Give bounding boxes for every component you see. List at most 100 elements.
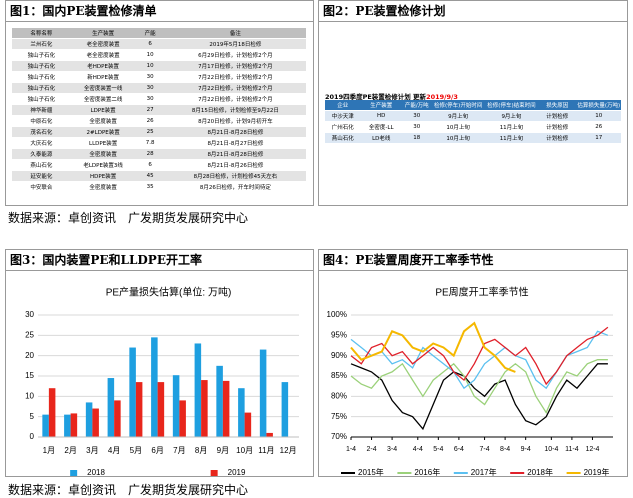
panel-title: 图3：国内装置PE和LLDPE开工率 — [6, 250, 313, 271]
bar — [259, 349, 267, 437]
table-row: 独山子石化 全密度装置二线 30 7月22日检修，计划检修2个月 — [12, 93, 306, 105]
table-cell: 全密度装置 — [70, 115, 136, 127]
line — [350, 330, 609, 390]
table-cell: 10月上旬 — [431, 132, 485, 144]
table-cell: 兰州石化 — [12, 38, 71, 50]
y-tick-label: 95% — [331, 330, 347, 339]
bar — [172, 375, 180, 437]
table-cell: 独山子石化 — [12, 82, 71, 94]
y-tick-label: 25 — [25, 330, 34, 339]
x-tick-label: 5-4 — [433, 446, 443, 453]
header-row: 企业 生产装置 产能/万吨 检修(停车)开始时间 检修(停车)结束时间 损失原因 估算损失量… — [325, 100, 621, 111]
table-cell: 大庆石化 — [12, 137, 71, 149]
table-row: 中沙天津 HD 30 9月上旬 9月上旬 计划检修 10 — [325, 110, 621, 122]
table-cell: 8月26日检修，开车时间待定 — [164, 181, 306, 193]
table-row: 燕山石化 老LDPE装置3线 6 8月21日-8月26日检修 — [12, 159, 306, 171]
y-tick-label: 5 — [30, 412, 35, 421]
y-tick-label: 15 — [25, 371, 34, 380]
table-cell: 26 — [135, 115, 165, 127]
panel-title: 图2：PE装置检修计划 — [319, 1, 627, 22]
table-cell: 7.8 — [135, 137, 165, 149]
bar — [42, 414, 49, 437]
y-tick-label: 90% — [331, 351, 347, 360]
table-cell: 18 — [401, 132, 432, 144]
bar — [114, 400, 121, 437]
table-cell: 6 — [135, 159, 165, 171]
caption: 2019四季度PE装置检修计划 更新2019/9/3 — [325, 91, 458, 101]
table-cell: 全密度装置 — [70, 181, 136, 193]
table-cell: 26 — [576, 121, 621, 133]
table-cell: 新HDPE装置 — [70, 71, 136, 83]
bar — [266, 432, 273, 437]
table-cell: 神华新疆 — [12, 104, 71, 116]
table-cell: 27 — [135, 104, 165, 116]
chart: PE周度开工率季节性 70% 75% 80% 85% 90% 95% 100% 1-4 2-4 3-… — [327, 286, 613, 476]
table-row: 中安联合 全密度装置 35 8月26日检修，开车时间待定 — [12, 181, 306, 193]
table-cell: 中原石化 — [12, 115, 71, 127]
bar — [157, 382, 165, 437]
line — [350, 359, 608, 414]
table-cell: 广州石化 — [325, 121, 361, 133]
chart: PE产量损失估算(单位: 万吨) 0 5 10 15 20 25 30 1月 2月 3月 4月 5月 6月… — [25, 286, 299, 476]
table-cell: 8月21日-8月28日检修 — [164, 126, 306, 138]
y-tick-label: 30 — [25, 310, 34, 319]
header-cell: 产能/万吨 — [401, 100, 432, 111]
y-tick-label: 80% — [331, 391, 347, 400]
table-row: 燕山石化 LD老线 18 10月上旬 11月上旬 计划检修 17 — [325, 132, 621, 144]
table-row: 兰州石化 老全密度装置 6 2019年5月18日检修 — [12, 38, 306, 50]
table-cell: 计划检修 — [538, 110, 577, 122]
table-cell: 8月15日检修，计划检修至9月22日 — [164, 104, 306, 116]
table-cell: 25 — [135, 126, 165, 138]
x-tick-label: 11月 — [258, 446, 274, 455]
bar — [64, 414, 71, 437]
panel: 图2：PE装置检修计划 2019四季度PE装置检修计划 更新2019/9/3 企… — [318, 0, 628, 206]
legend-label: 2016年 — [414, 467, 440, 476]
table: 企业 生产装置 产能/万吨 检修(停车)开始时间 检修(停车)结束时间 损失原因 估算损失量… — [325, 100, 621, 144]
legend-swatch — [210, 470, 218, 476]
table-cell: 2019年5月18日检修 — [164, 38, 306, 50]
header-cell: 备注 — [164, 28, 306, 39]
table-cell: 11月上旬 — [484, 132, 539, 144]
table-cell: 7月22日检修，计划检修2个月 — [164, 71, 306, 83]
table-cell: 茂名石化 — [12, 126, 71, 138]
panel: 图3：国内装置PE和LLDPE开工率 PE产量损失估算(单位: 万吨) 0 5 10 1… — [5, 249, 314, 477]
table-cell: 9月上旬 — [431, 110, 485, 122]
table-cell: 延安能化 — [12, 170, 71, 182]
table-cell: 全密度-LL — [360, 121, 402, 133]
table-cell: 8月21日-8月26日检修 — [164, 159, 306, 171]
y-tick-label: 100% — [327, 310, 347, 319]
table-cell: 35 — [135, 181, 165, 193]
x-tick-label: 2-4 — [366, 446, 376, 453]
header-cell: 生产装置 — [360, 100, 402, 111]
table-cell: 久泰能源 — [12, 148, 71, 160]
header-cell: 检修(停车)结束时间 — [484, 100, 539, 111]
header-cell: 损失原因 — [538, 100, 577, 111]
table-cell: 燕山石化 — [12, 159, 71, 171]
bar — [48, 388, 56, 437]
table-cell: 全密度装置 — [70, 148, 136, 160]
x-tick-label: 6-4 — [454, 446, 464, 453]
x-tick-label: 1-4 — [346, 446, 356, 453]
line — [350, 363, 608, 431]
x-tick-label: 5月 — [130, 446, 142, 455]
table-cell: 2#LDPE装置 — [70, 126, 136, 138]
x-tick-label: 7-4 — [480, 446, 490, 453]
table-cell: 独山子石化 — [12, 60, 71, 72]
x-tick-label: 10-4 — [544, 446, 558, 453]
panel-title: 图1：国内PE装置检修清单 — [6, 1, 313, 22]
bar — [216, 365, 223, 437]
y-tick-label: 10 — [25, 391, 34, 400]
table-row: 独山子石化 老HDPE装置 10 7月17日检修，计划检修2个月 — [12, 60, 306, 72]
table-cell: 45 — [135, 170, 165, 182]
table-row: 独山子石化 老全密度装置 10 6月29日检修，计划检修2个月 — [12, 49, 306, 61]
bar — [85, 402, 93, 437]
table-row: 中原石化 全密度装置 26 8月20日检修，计划9月初开车 — [12, 115, 306, 127]
table-cell: 老HDPE装置 — [70, 60, 136, 72]
table-cell: 17 — [576, 132, 621, 144]
header-row: 名称名称 生产装置 产能 备注 — [12, 28, 306, 39]
table-cell: HD — [360, 110, 402, 122]
table-cell: 独山子石化 — [12, 71, 71, 83]
x-tick-label: 12-4 — [585, 446, 599, 453]
panel-title: 图4：PE装置周度开工率季节性 — [319, 250, 627, 271]
